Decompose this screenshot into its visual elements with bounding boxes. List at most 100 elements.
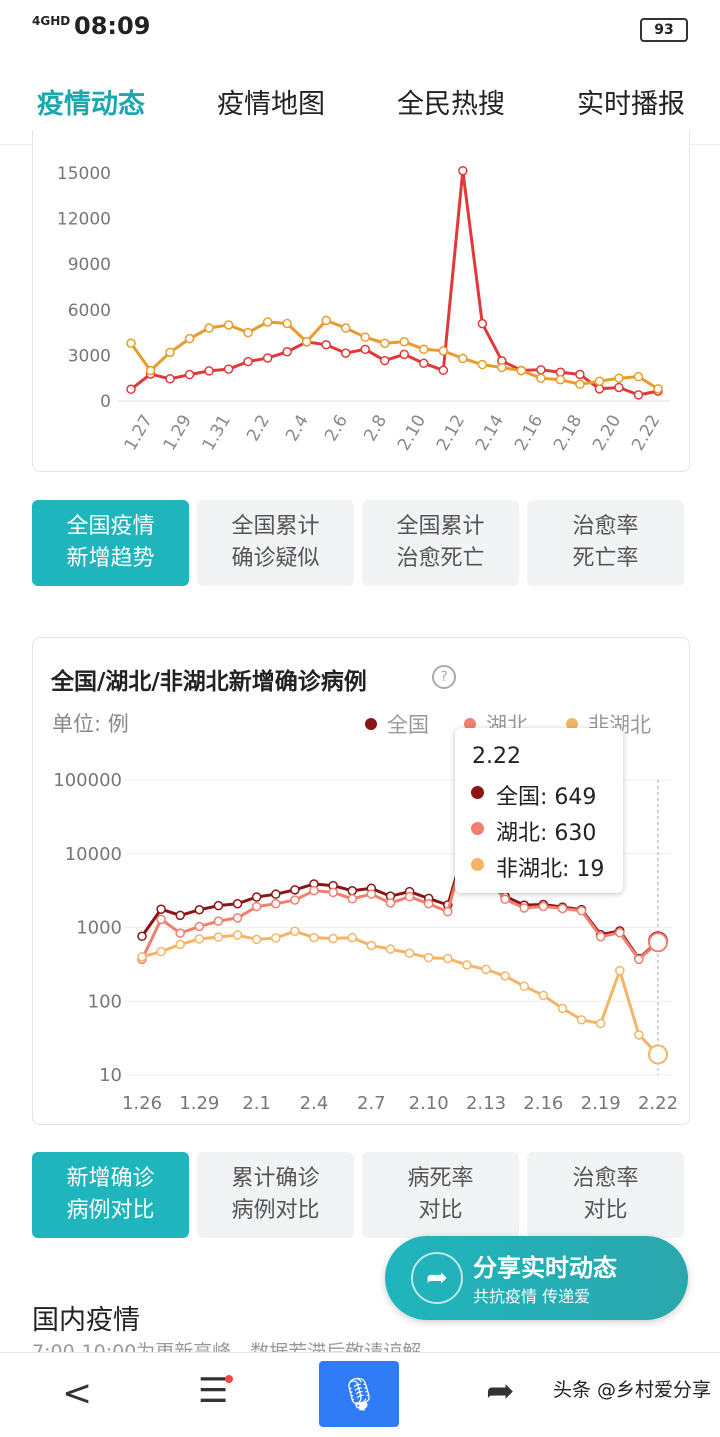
tab[interactable]: 疫情地图 xyxy=(217,89,325,120)
data-point xyxy=(423,952,434,963)
menu-button[interactable]: ☰ xyxy=(198,1371,229,1411)
y-tick-label: 3000 xyxy=(68,346,111,366)
chart-button[interactable]: 全国累计 治愈死亡 xyxy=(362,500,519,586)
x-tick-label: 2.22 xyxy=(638,1093,678,1114)
x-tick-label: 1.29 xyxy=(160,412,196,455)
data-point xyxy=(379,338,390,348)
data-point xyxy=(404,891,415,902)
tab[interactable]: 全民热搜 xyxy=(397,89,505,120)
x-tick-label: 2.1 xyxy=(242,1093,271,1114)
data-point xyxy=(328,887,338,898)
data-point xyxy=(360,344,370,355)
button-label: 累计确诊 xyxy=(231,1166,320,1191)
x-tick-label: 2.16 xyxy=(511,412,547,455)
chart-button[interactable]: 新增确诊 病例对比 xyxy=(32,1152,189,1238)
x-tick-label: 2.14 xyxy=(472,411,508,454)
data-point xyxy=(328,933,338,944)
tab[interactable]: 疫情动态 xyxy=(37,89,145,120)
data-point xyxy=(126,338,136,348)
data-point xyxy=(262,317,273,327)
data-point xyxy=(271,898,281,909)
voice-button[interactable]: 🎙 xyxy=(319,1361,399,1427)
chart-button[interactable]: 累计确诊 病例对比 xyxy=(197,1152,354,1238)
tab[interactable]: 实时播报 xyxy=(577,89,685,120)
network: 4GHD xyxy=(32,14,71,28)
x-tick-label: 2.13 xyxy=(466,1093,506,1114)
y-tick-label: 15000 xyxy=(57,164,111,184)
data-point xyxy=(137,931,147,942)
data-point xyxy=(519,981,529,991)
data-point xyxy=(500,894,510,904)
data-point xyxy=(145,365,156,376)
button-label: 治愈率 xyxy=(572,514,639,539)
legend-label: 全国 xyxy=(387,713,429,737)
data-point xyxy=(481,964,491,975)
data-point xyxy=(536,365,546,375)
data-point xyxy=(399,336,410,347)
data-point xyxy=(538,990,549,1001)
x-tick-label: 1.27 xyxy=(121,412,157,455)
share-button[interactable]: ➦ 分享实时动态 共抗疫情 传递爱 xyxy=(385,1236,688,1320)
button-label: 治愈死亡 xyxy=(396,546,485,571)
share-subtitle: 共抗疫情 传递爱 xyxy=(473,1287,591,1306)
data-point xyxy=(385,898,396,908)
data-point xyxy=(156,904,166,914)
series-line xyxy=(141,929,660,1056)
data-point xyxy=(282,318,292,329)
chart-button[interactable]: 全国累计 确诊疑似 xyxy=(197,500,354,586)
data-point xyxy=(271,933,281,943)
data-point xyxy=(243,356,253,367)
button-label: 治愈率 xyxy=(572,1166,639,1191)
badge xyxy=(225,1375,233,1383)
data-point xyxy=(366,889,377,899)
data-point xyxy=(156,946,166,957)
unit-label: 单位: 例 xyxy=(52,712,129,736)
back-button[interactable]: < xyxy=(62,1373,93,1414)
tooltip: 2.22 全国: 649 湖北: 630 非湖北: 19 xyxy=(455,728,623,893)
data-point xyxy=(648,1044,668,1065)
data-point xyxy=(575,379,585,390)
button-label: 病死率 xyxy=(407,1166,474,1191)
data-point xyxy=(309,885,319,896)
tooltip-dot xyxy=(471,822,484,835)
chart-button[interactable]: 治愈率 对比 xyxy=(527,1152,684,1238)
help-icon[interactable]: ? xyxy=(432,665,456,689)
data-point xyxy=(137,952,147,962)
chart-button[interactable]: 治愈率 死亡率 xyxy=(527,500,684,586)
data-point xyxy=(213,932,224,942)
chart-button[interactable]: 病死率 对比 xyxy=(362,1152,519,1238)
button-label: 新增趋势 xyxy=(66,546,155,571)
x-tick-label: 2.22 xyxy=(628,412,664,455)
data-point xyxy=(321,340,331,350)
share-nav-button[interactable]: ➦ xyxy=(486,1371,515,1411)
data-point xyxy=(575,369,585,380)
chart-card xyxy=(32,130,690,472)
y-tick-label: 1000 xyxy=(76,918,122,939)
legend-dot xyxy=(566,718,578,730)
data-point xyxy=(194,921,205,932)
tooltip-item: 非湖北: 19 xyxy=(496,857,605,882)
data-point xyxy=(347,932,357,943)
y-tick-label: 6000 xyxy=(68,301,111,321)
tooltip-item: 全国: 649 xyxy=(496,785,597,810)
data-point xyxy=(360,332,370,342)
data-point xyxy=(232,930,243,940)
data-point xyxy=(243,327,253,338)
data-point xyxy=(594,384,605,394)
watermark: 头条 @乡村爱分享 xyxy=(553,1379,712,1401)
data-point xyxy=(458,353,468,364)
data-point xyxy=(194,934,205,944)
data-point xyxy=(232,898,243,909)
data-point xyxy=(615,927,625,938)
data-point xyxy=(262,353,273,363)
x-tick-label: 2.6 xyxy=(321,412,352,445)
button-label: 新增确诊 xyxy=(66,1166,155,1191)
data-point xyxy=(576,1015,587,1025)
chart-button[interactable]: 全国疫情 新增趋势 xyxy=(32,500,189,586)
data-point xyxy=(175,910,185,921)
data-point xyxy=(595,931,606,942)
battery: 93 xyxy=(640,18,688,42)
data-point xyxy=(438,365,449,376)
data-point xyxy=(594,376,605,386)
